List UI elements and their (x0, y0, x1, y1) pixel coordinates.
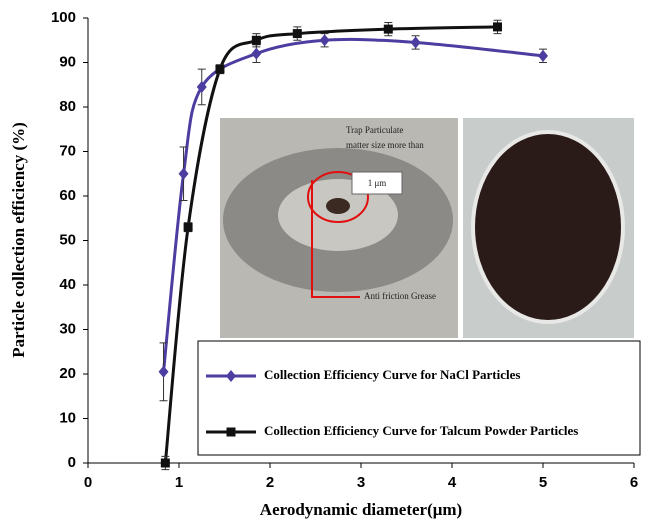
data-point (493, 22, 502, 31)
y-tick-label: 60 (59, 187, 76, 204)
x-tick-label: 4 (448, 474, 457, 491)
annotation: matter size more than (346, 140, 424, 150)
data-point (293, 29, 302, 38)
y-tick-label: 90 (59, 53, 76, 70)
legend-marker (227, 428, 236, 437)
y-tick-label: 80 (59, 98, 76, 115)
data-point (184, 223, 193, 232)
x-tick-label: 6 (630, 474, 638, 491)
x-axis-title: Aerodynamic diameter(μm) (260, 500, 462, 519)
x-tick-label: 5 (539, 474, 547, 491)
filter-disc (473, 132, 623, 322)
data-point (252, 36, 261, 45)
data-point (161, 459, 170, 468)
y-tick-label: 20 (59, 365, 76, 382)
annotation: Trap Particulate (346, 125, 403, 135)
x-tick-label: 1 (175, 474, 183, 491)
y-tick-label: 50 (59, 231, 76, 248)
data-point (538, 50, 548, 62)
data-point (179, 168, 189, 180)
legend-label: Collection Efficiency Curve for NaCl Par… (264, 367, 520, 382)
data-point (411, 36, 421, 48)
annotation: Anti friction Grease (364, 291, 436, 301)
data-point (320, 34, 330, 46)
y-tick-label: 30 (59, 320, 76, 337)
x-tick-label: 3 (357, 474, 365, 491)
data-point (251, 48, 261, 60)
y-tick-label: 40 (59, 276, 76, 293)
x-tick-label: 2 (266, 474, 274, 491)
particulate (326, 198, 350, 214)
data-point (159, 366, 169, 378)
legend-label: Collection Efficiency Curve for Talcum P… (264, 423, 578, 438)
data-point (384, 25, 393, 34)
x-tick-label: 0 (84, 474, 92, 491)
y-tick-label: 100 (51, 9, 76, 26)
inset-photos: Trap Particulate matter size more than 1… (220, 118, 634, 338)
annotation: 1 μm (368, 178, 387, 188)
y-tick-label: 0 (68, 454, 76, 471)
y-tick-label: 10 (59, 409, 76, 426)
y-tick-label: 70 (59, 142, 76, 159)
data-point (215, 65, 224, 74)
y-axis-title: Particle collection efficiency (%) (9, 122, 28, 358)
chart: Trap Particulate matter size more than 1… (0, 0, 654, 526)
